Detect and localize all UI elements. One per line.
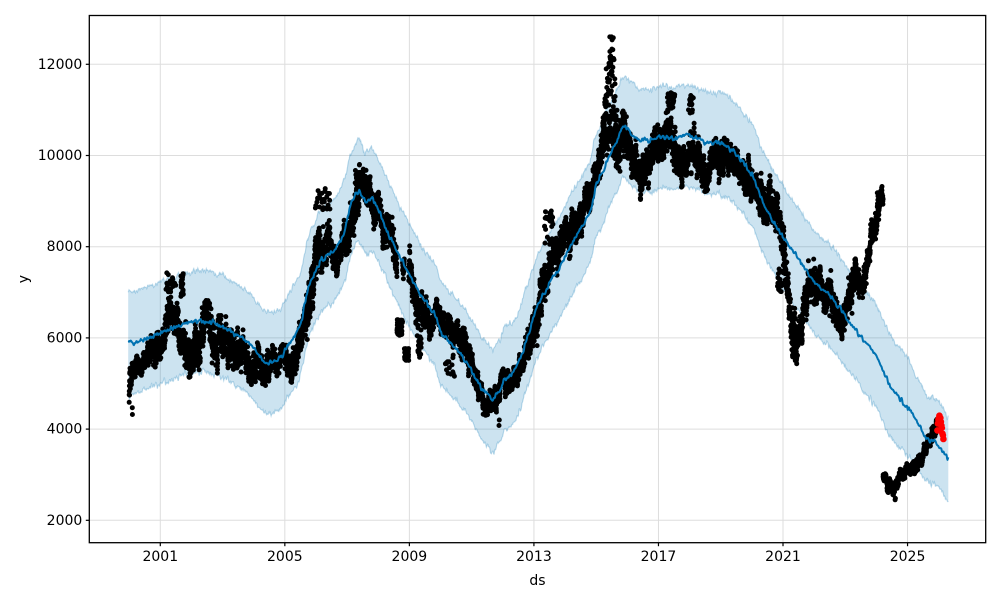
- anomaly-points: [934, 412, 947, 443]
- y-tick-label: 2000: [47, 513, 83, 529]
- uncertainty-band-upper-edge: [127, 75, 949, 421]
- forecast-trend-line: [127, 124, 950, 461]
- forecast-line: [127, 124, 950, 461]
- axes: [88, 14, 987, 544]
- x-tick-label: 2013: [516, 549, 552, 565]
- y-tick-label: 4000: [47, 422, 83, 438]
- observed-points: [126, 34, 941, 503]
- y-tick-label: 10000: [38, 148, 83, 164]
- uncertainty-band-lower-edge: [127, 174, 949, 503]
- tick-labels: 2001 2005 2009 2013 2017 2021 2025 2000 4000 6000…: [38, 57, 926, 565]
- observed-scatter-dots: [126, 34, 941, 503]
- x-tick-label: 2009: [392, 549, 428, 565]
- y-axis-label: y: [16, 275, 32, 283]
- x-tick-label: 2025: [890, 549, 926, 565]
- plot-border: [88, 14, 987, 544]
- x-tick-label: 2001: [142, 549, 178, 565]
- y-tick-label: 6000: [47, 330, 83, 346]
- x-tick-label: 2017: [641, 549, 677, 565]
- anomaly-dots: [934, 412, 947, 443]
- x-axis-label: ds: [529, 573, 545, 589]
- y-tick-label: 12000: [38, 57, 83, 73]
- y-tick-label: 8000: [47, 239, 83, 255]
- x-tick-label: 2021: [765, 549, 801, 565]
- x-tick-label: 2005: [267, 549, 303, 565]
